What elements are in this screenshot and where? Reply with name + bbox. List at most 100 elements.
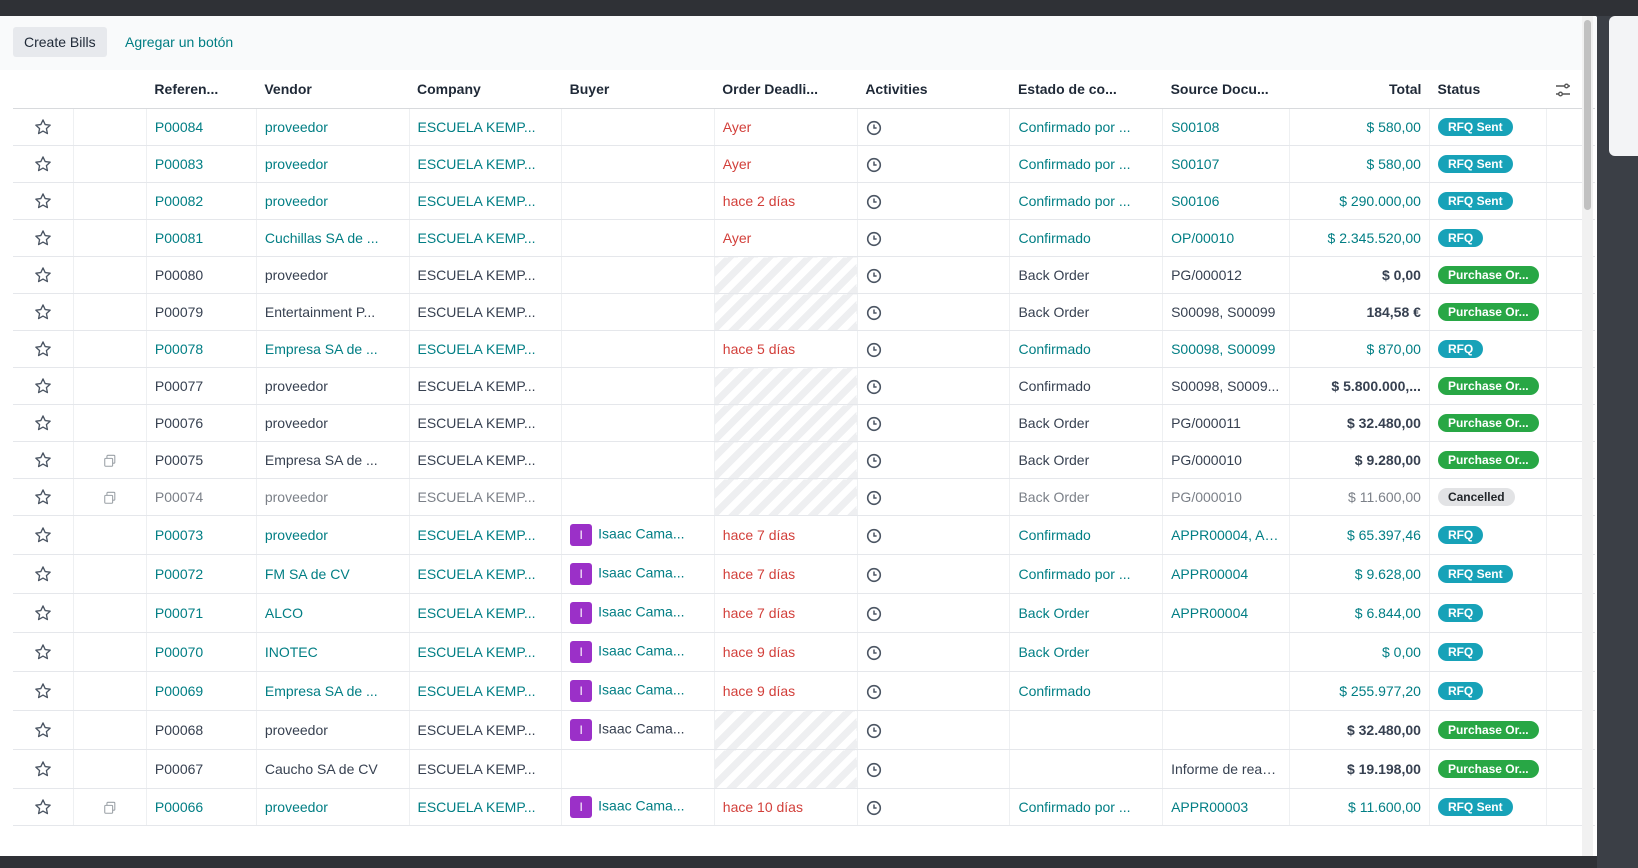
status-cell[interactable]: RFQ Sent [1428,145,1547,183]
total-cell[interactable]: $ 19.198,00 [1289,749,1430,789]
star-icon[interactable] [33,759,53,779]
vendor-cell[interactable]: proveedor [255,182,409,220]
table-row[interactable]: P00081 Cuchillas SA de ... ESCUELA KEMP...… [13,219,1595,257]
source-document-cell[interactable]: APPR00004, AP... [1162,515,1290,555]
vendor-cell[interactable]: proveedor [255,404,409,442]
status-cell[interactable]: Purchase Or... [1428,749,1547,789]
company-cell[interactable]: ESCUELA KEMP... [408,554,562,594]
star-icon[interactable] [33,413,53,433]
company-cell[interactable]: ESCUELA KEMP... [408,788,562,826]
estado-cell[interactable]: Confirmado [1009,219,1163,257]
vendor-cell[interactable]: proveedor [255,145,409,183]
total-cell[interactable]: $ 32.480,00 [1289,710,1430,750]
vendor-cell[interactable]: proveedor [255,108,409,146]
clock-icon[interactable] [866,155,882,172]
deadline-cell[interactable]: hace 7 días [713,515,858,555]
reference-cell[interactable]: P00077 [145,367,257,405]
vendor-cell[interactable]: Empresa SA de ... [255,330,409,368]
activities-cell[interactable] [856,515,1010,555]
star-icon[interactable] [33,487,53,507]
table-row[interactable]: P00072 FM SA de CV ESCUELA KEMP... I Isaac C… [13,554,1595,594]
total-cell[interactable]: $ 580,00 [1289,145,1430,183]
total-cell[interactable]: $ 32.480,00 [1289,404,1430,442]
company-cell[interactable]: ESCUELA KEMP... [408,256,562,294]
status-cell[interactable]: Purchase Or... [1428,441,1547,479]
deadline-cell[interactable]: Ayer [713,219,858,257]
buyer-cell[interactable] [561,256,715,294]
deadline-cell[interactable]: hace 9 días [713,632,858,672]
activities-cell[interactable] [856,182,1010,220]
buyer-cell[interactable] [561,478,715,516]
reference-cell[interactable]: P00069 [145,671,257,711]
reference-cell[interactable]: P00084 [145,108,257,146]
company-cell[interactable]: ESCUELA KEMP... [408,515,562,555]
buyer-cell[interactable] [561,367,715,405]
copy-icon[interactable] [103,452,117,468]
source-document-cell[interactable]: APPR00004 [1162,593,1290,633]
table-row[interactable]: P00078 Empresa SA de ... ESCUELA KEMP... ha… [13,330,1595,368]
activities-cell[interactable] [856,478,1010,516]
clock-icon[interactable] [866,760,882,777]
company-cell[interactable]: ESCUELA KEMP... [408,593,562,633]
activities-cell[interactable] [856,788,1010,826]
clock-icon[interactable] [866,565,882,582]
activities-cell[interactable] [856,256,1010,294]
activities-cell[interactable] [856,554,1010,594]
star-icon[interactable] [33,191,53,211]
deadline-cell[interactable]: hace 10 días [713,788,858,826]
estado-cell[interactable] [1009,710,1163,750]
reference-cell[interactable]: P00068 [145,710,257,750]
buyer-cell[interactable] [561,219,715,257]
estado-cell[interactable]: Back Order [1009,256,1163,294]
status-cell[interactable]: RFQ Sent [1428,182,1547,220]
column-status[interactable]: Status [1429,70,1547,109]
clock-icon[interactable] [866,798,882,815]
deadline-cell[interactable] [713,404,858,442]
estado-cell[interactable]: Back Order [1009,593,1163,633]
column-reference[interactable]: Referen... [146,70,257,109]
vendor-cell[interactable]: proveedor [255,367,409,405]
clock-icon[interactable] [866,192,882,209]
status-cell[interactable]: RFQ Sent [1428,788,1547,826]
estado-cell[interactable]: Confirmado por ... [1009,182,1163,220]
buyer-cell[interactable]: I Isaac Cama... [561,710,715,750]
vendor-cell[interactable]: Empresa SA de ... [255,671,409,711]
source-document-cell[interactable]: APPR00004 [1162,554,1290,594]
source-document-cell[interactable]: PG/000010 [1162,441,1290,479]
star-icon[interactable] [33,376,53,396]
deadline-cell[interactable] [713,367,858,405]
activities-cell[interactable] [856,108,1010,146]
total-cell[interactable]: $ 11.600,00 [1289,788,1430,826]
activities-cell[interactable] [856,330,1010,368]
buyer-cell[interactable] [561,404,715,442]
vendor-cell[interactable]: INOTEC [255,632,409,672]
activities-cell[interactable] [856,671,1010,711]
source-document-cell[interactable]: S00098, S0009... [1162,367,1290,405]
clock-icon[interactable] [866,266,882,283]
star-icon[interactable] [33,797,53,817]
estado-cell[interactable]: Confirmado [1009,367,1163,405]
add-button-link[interactable]: Agregar un botón [125,34,234,50]
estado-cell[interactable]: Confirmado [1009,515,1163,555]
deadline-cell[interactable]: hace 2 días [713,182,858,220]
buyer-cell[interactable]: I Isaac Cama... [561,515,715,555]
table-row[interactable]: P00075 Empresa SA de ... ESCUELA KEMP... Ba… [13,441,1595,479]
vendor-cell[interactable]: proveedor [255,788,409,826]
vendor-cell[interactable]: FM SA de CV [255,554,409,594]
source-document-cell[interactable]: PG/000010 [1162,478,1290,516]
star-icon[interactable] [33,450,53,470]
source-document-cell[interactable]: OP/00010 [1162,219,1290,257]
clock-icon[interactable] [866,377,882,394]
company-cell[interactable]: ESCUELA KEMP... [408,219,562,257]
total-cell[interactable]: $ 0,00 [1289,256,1430,294]
table-row[interactable]: P00067 Caucho SA de CV ESCUELA KEMP... Info… [13,749,1595,789]
status-cell[interactable]: Purchase Or... [1428,293,1547,331]
clock-icon[interactable] [866,643,882,660]
activities-cell[interactable] [856,293,1010,331]
column-activities[interactable]: Activities [857,70,1010,109]
reference-cell[interactable]: P00072 [145,554,257,594]
company-cell[interactable]: ESCUELA KEMP... [408,108,562,146]
vendor-cell[interactable]: Entertainment P... [255,293,409,331]
total-cell[interactable]: $ 6.844,00 [1289,593,1430,633]
source-document-cell[interactable]: PG/000011 [1162,404,1290,442]
